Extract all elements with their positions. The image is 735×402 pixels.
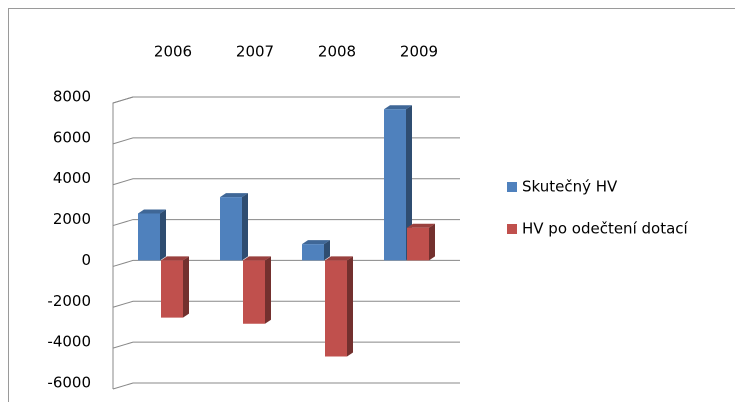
- bar: [325, 256, 353, 357]
- bar-face: [161, 260, 183, 318]
- bar-face: [138, 213, 160, 261]
- y-tick-label: -4000: [47, 333, 91, 351]
- y-tick-label: 4000: [53, 169, 91, 187]
- bar-face: [160, 209, 166, 261]
- bar-face: [407, 227, 429, 261]
- legend-label: Skutečný HV: [522, 178, 618, 196]
- bar-face: [265, 256, 271, 324]
- bar-face: [302, 244, 324, 261]
- bar-face: [325, 260, 347, 357]
- bar-face: [325, 256, 353, 261]
- bar: [302, 240, 330, 261]
- y-tick-label: 6000: [53, 128, 91, 146]
- grid-line: [112, 137, 460, 145]
- bar-face: [347, 256, 353, 357]
- x-tick-label: 2006: [154, 43, 192, 61]
- bar: [243, 256, 271, 324]
- chart-border: [8, 8, 735, 402]
- bar-face: [243, 260, 265, 324]
- bar: [220, 193, 248, 261]
- bar-face: [220, 197, 242, 261]
- bar-face: [384, 109, 406, 261]
- legend-swatch: [507, 182, 517, 192]
- y-tick-label: -6000: [47, 374, 91, 392]
- y-tick-label: 0: [81, 251, 91, 269]
- y-tick-label: 2000: [53, 210, 91, 228]
- grid-line: [112, 219, 460, 227]
- grid-line: [112, 178, 460, 186]
- bar-face: [406, 105, 412, 261]
- bar: [138, 209, 166, 261]
- bar-face: [138, 209, 166, 214]
- bar: [384, 105, 412, 261]
- x-tick-label: 2008: [318, 43, 356, 61]
- bar-face: [407, 223, 435, 228]
- bar-face: [161, 256, 189, 261]
- legend-swatch: [507, 224, 517, 234]
- bar-face: [384, 105, 412, 110]
- bar: [407, 223, 435, 261]
- bar-face: [242, 193, 248, 261]
- legend-label: HV po odečtení dotací: [522, 220, 689, 238]
- y-tick-label: -2000: [47, 292, 91, 310]
- x-tick-label: 2007: [236, 43, 274, 61]
- x-tick-label: 2009: [400, 43, 438, 61]
- bar: [161, 256, 189, 318]
- bar-face: [429, 223, 435, 261]
- y-tick-label: 8000: [53, 88, 91, 106]
- bar-face: [243, 256, 271, 261]
- grid-line: [112, 382, 460, 390]
- bar-face: [302, 240, 330, 245]
- bar-face: [183, 256, 189, 318]
- grid-line: [112, 96, 460, 104]
- bar-face: [324, 240, 330, 261]
- bar-face: [220, 193, 248, 198]
